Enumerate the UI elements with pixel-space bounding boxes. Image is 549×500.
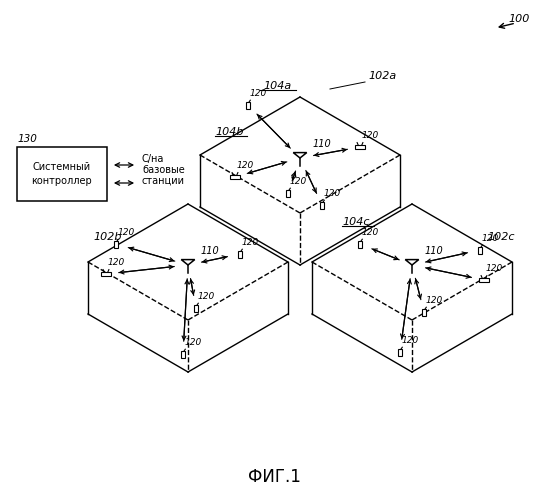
Text: С/на: С/на xyxy=(142,154,164,164)
Text: 102c: 102c xyxy=(487,232,514,242)
Text: ФИГ.1: ФИГ.1 xyxy=(248,468,300,486)
Text: 120: 120 xyxy=(426,296,443,305)
Text: 120: 120 xyxy=(482,234,499,243)
Text: 120: 120 xyxy=(242,238,259,247)
Text: станции: станции xyxy=(142,176,185,186)
Text: 120: 120 xyxy=(108,258,125,267)
Text: 130: 130 xyxy=(17,134,37,144)
Text: 104b: 104b xyxy=(215,127,244,137)
Text: 120: 120 xyxy=(362,228,379,237)
Text: 102b: 102b xyxy=(93,232,121,242)
Text: 120: 120 xyxy=(402,336,419,345)
Text: 120: 120 xyxy=(118,228,135,237)
FancyBboxPatch shape xyxy=(246,102,250,109)
Text: 100: 100 xyxy=(508,14,529,24)
FancyBboxPatch shape xyxy=(355,145,365,149)
Polygon shape xyxy=(405,260,419,265)
Text: базовые: базовые xyxy=(142,165,185,175)
FancyBboxPatch shape xyxy=(181,350,185,358)
Text: 104a: 104a xyxy=(264,81,292,91)
FancyBboxPatch shape xyxy=(358,240,362,248)
FancyBboxPatch shape xyxy=(285,190,290,197)
Text: 120: 120 xyxy=(185,338,202,347)
FancyBboxPatch shape xyxy=(230,175,240,179)
Polygon shape xyxy=(181,260,195,265)
Text: 120: 120 xyxy=(237,161,254,170)
FancyBboxPatch shape xyxy=(238,250,242,258)
Text: 120: 120 xyxy=(486,264,503,273)
Text: 110: 110 xyxy=(313,139,332,149)
Text: контроллер: контроллер xyxy=(32,176,92,186)
Text: 120: 120 xyxy=(362,131,379,140)
Text: 102a: 102a xyxy=(368,71,396,81)
FancyBboxPatch shape xyxy=(114,240,118,248)
FancyBboxPatch shape xyxy=(479,278,489,282)
Text: 120: 120 xyxy=(198,292,215,301)
Text: 110: 110 xyxy=(425,246,444,256)
Text: 120: 120 xyxy=(250,89,267,98)
Text: 120: 120 xyxy=(290,177,307,186)
FancyBboxPatch shape xyxy=(101,272,111,276)
FancyBboxPatch shape xyxy=(478,246,482,254)
Text: 110: 110 xyxy=(201,246,220,256)
FancyBboxPatch shape xyxy=(397,348,402,356)
Text: 120: 120 xyxy=(324,189,341,198)
FancyBboxPatch shape xyxy=(320,202,324,209)
FancyBboxPatch shape xyxy=(194,304,198,312)
FancyBboxPatch shape xyxy=(17,147,107,201)
Text: 104c: 104c xyxy=(342,217,369,227)
Text: Системный: Системный xyxy=(33,162,91,172)
FancyBboxPatch shape xyxy=(422,308,426,316)
Polygon shape xyxy=(293,152,307,158)
